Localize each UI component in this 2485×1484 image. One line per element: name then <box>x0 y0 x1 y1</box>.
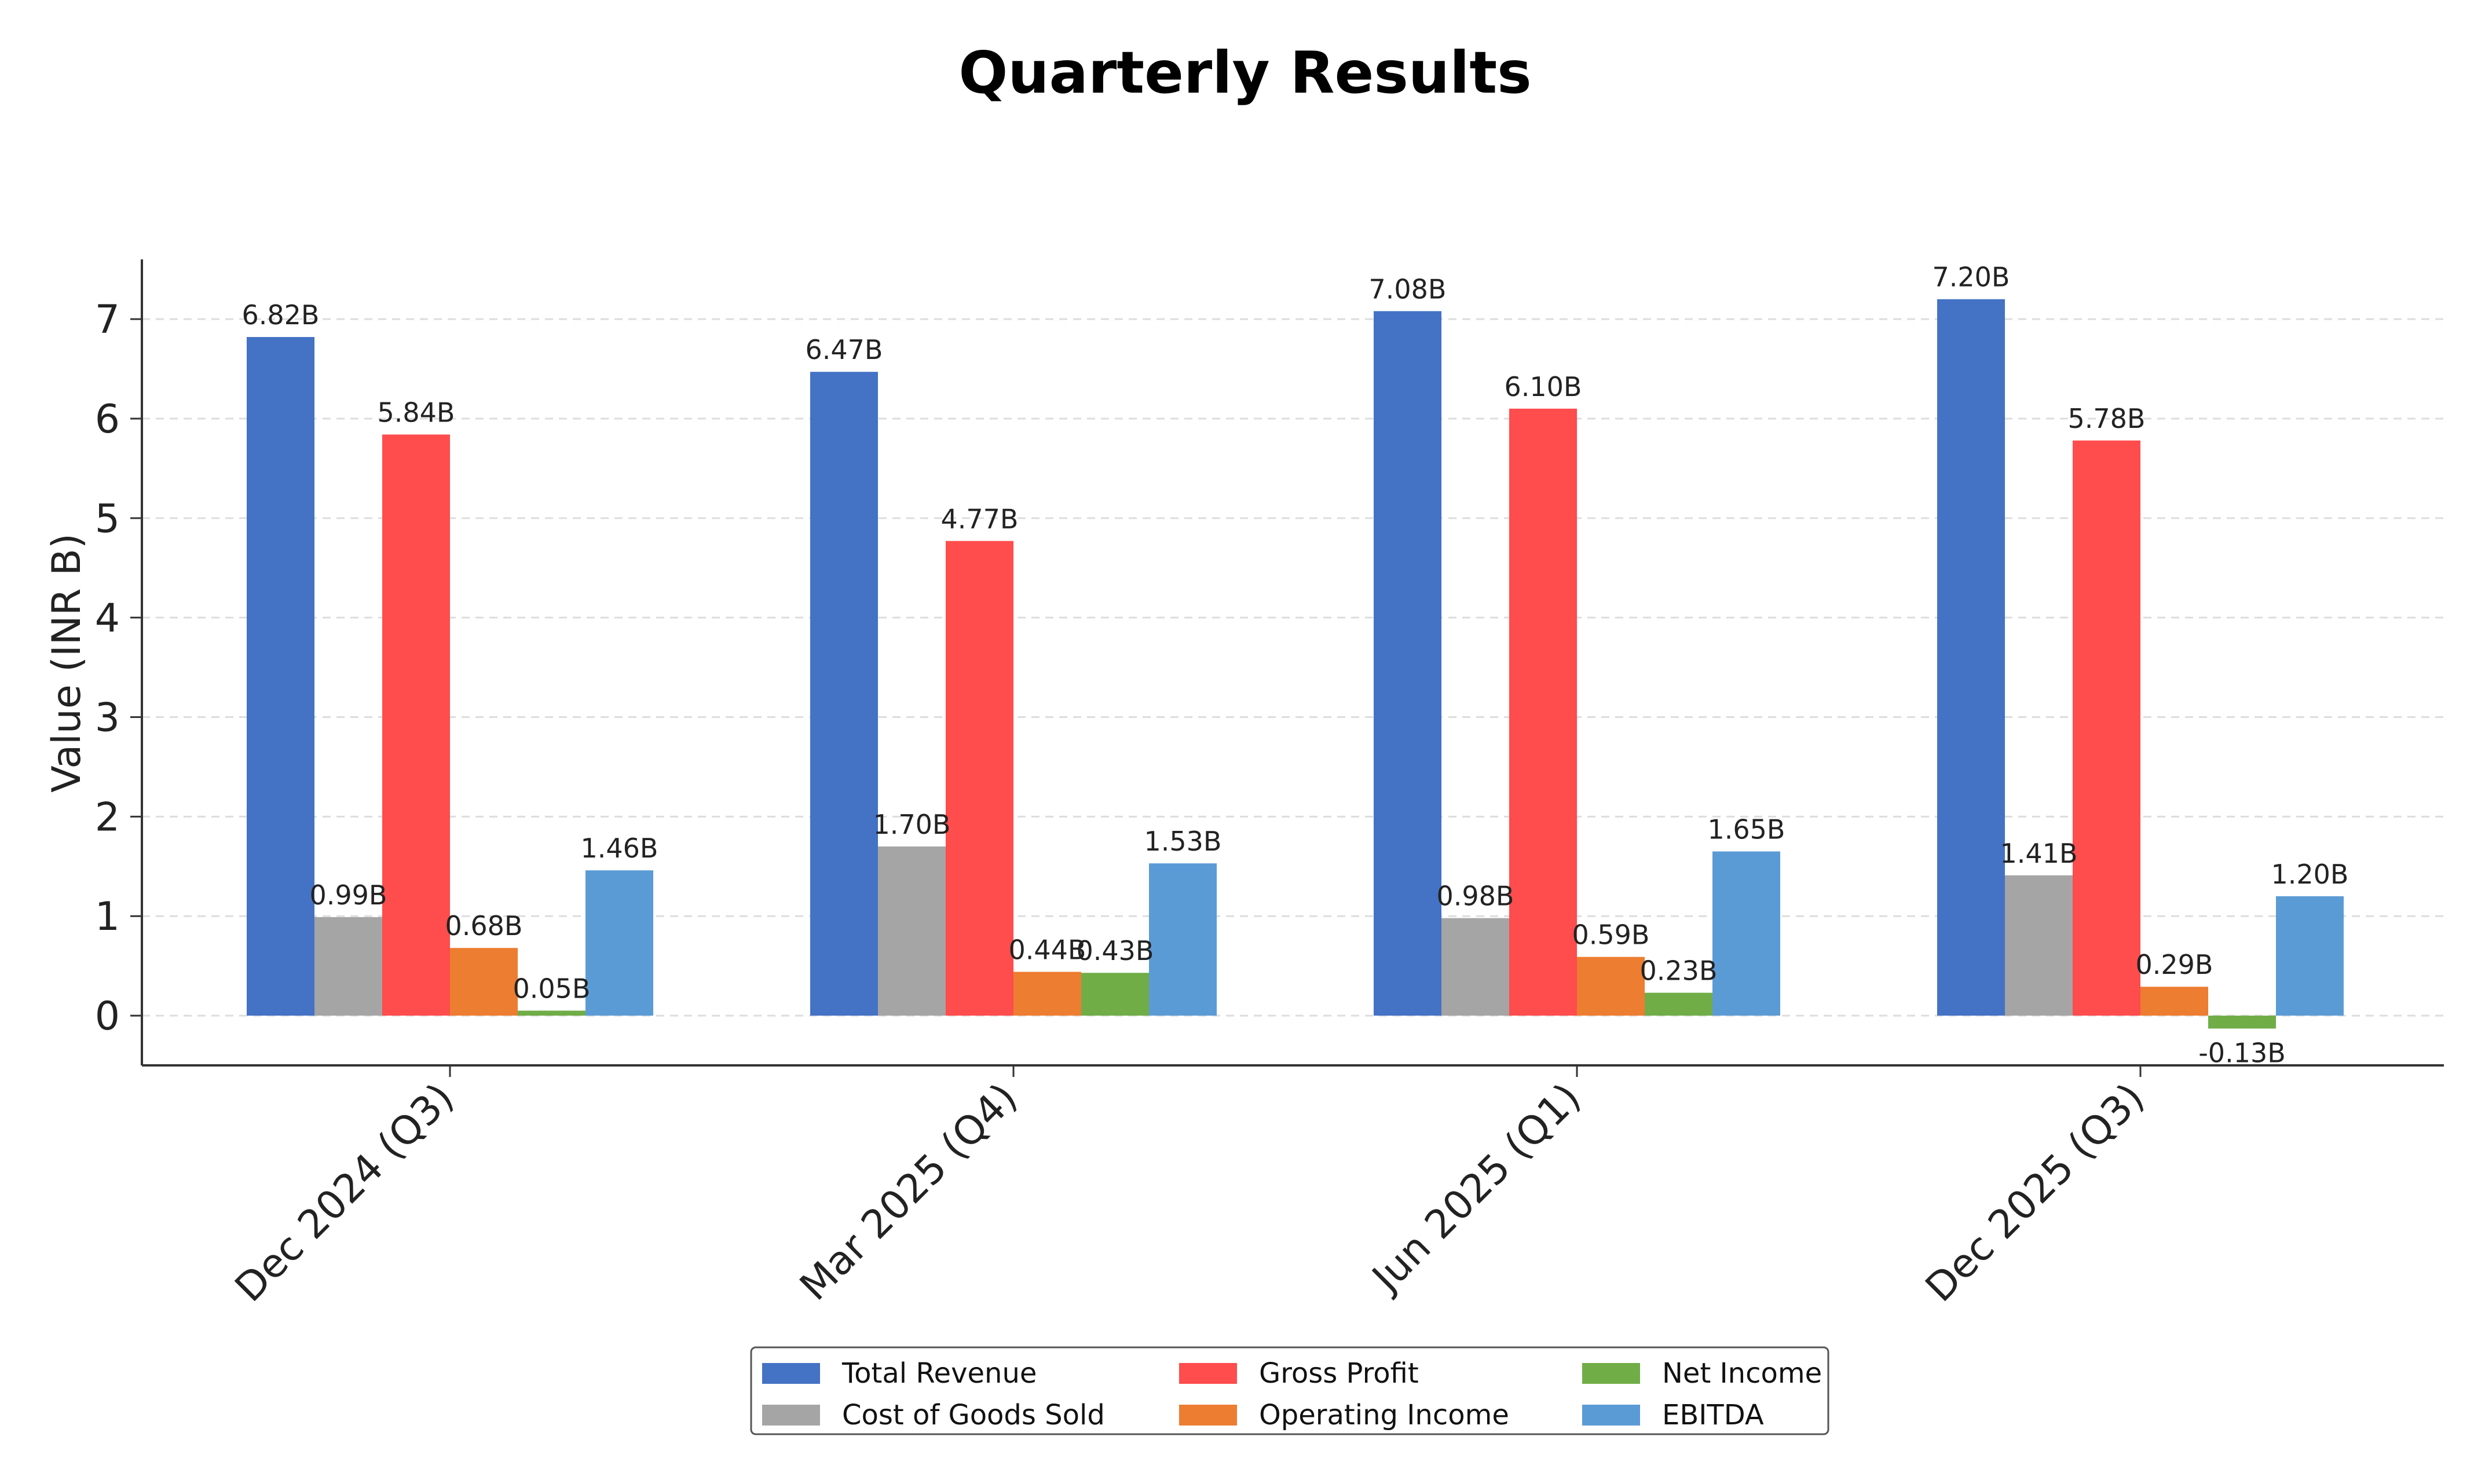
y-tick-label-0: 0 <box>95 994 120 1039</box>
data-label-operating-income-dec-2025-q3: 0.29B <box>2136 949 2213 980</box>
bar-gross-profit-jun-2025-q1 <box>1509 408 1577 1016</box>
legend-swatch-operating-income <box>1179 1405 1237 1426</box>
data-label-gross-profit-mar-2025-q4: 4.77B <box>941 503 1019 534</box>
legend-label-operating-income: Operating Income <box>1259 1399 1509 1431</box>
legend-swatch-total-revenue <box>762 1363 820 1384</box>
bar-gross-profit-dec-2025-q3 <box>2073 440 2140 1016</box>
legend-label-total-revenue: Total Revenue <box>841 1357 1037 1390</box>
legend-label-cost-of-goods-sold: Cost of Goods Sold <box>842 1399 1105 1431</box>
bar-net-income-mar-2025-q4 <box>1081 973 1149 1016</box>
chart-title: Quarterly Results <box>958 39 1531 107</box>
data-label-total-revenue-mar-2025-q4: 6.47B <box>806 334 883 365</box>
bar-cost-of-goods-sold-dec-2025-q3 <box>2005 875 2073 1016</box>
bar-total-revenue-dec-2024-q3 <box>247 337 314 1016</box>
x-tick-label-jun-2025-q1: Jun 2025 (Q1) <box>1362 1075 1590 1302</box>
bar-net-income-jun-2025-q1 <box>1645 992 1712 1016</box>
y-tick-label-4: 4 <box>95 596 120 642</box>
bar-cost-of-goods-sold-jun-2025-q1 <box>1441 918 1509 1016</box>
y-axis-label: Value (INR B) <box>44 533 90 793</box>
bar-operating-income-mar-2025-q4 <box>1013 972 1081 1016</box>
x-tick-label-dec-2024-q3: Dec 2024 (Q3) <box>226 1075 463 1311</box>
bar-ebitda-dec-2024-q3 <box>585 870 653 1016</box>
bar-net-income-dec-2025-q3 <box>2208 1016 2276 1029</box>
data-label-net-income-mar-2025-q4: 0.43B <box>1077 935 1154 966</box>
bar-gross-profit-mar-2025-q4 <box>946 541 1013 1016</box>
bar-gross-profit-dec-2024-q3 <box>382 434 450 1016</box>
data-label-ebitda-jun-2025-q1: 1.65B <box>1708 814 1785 845</box>
bar-ebitda-dec-2025-q3 <box>2276 896 2344 1016</box>
data-label-cost-of-goods-sold-dec-2024-q3: 0.99B <box>310 880 387 911</box>
data-label-operating-income-jun-2025-q1: 0.59B <box>1572 919 1650 951</box>
data-labels: 6.82B 0.99B 5.84B 0.68B 0.05B 1.46B 6.47B 1.70B… <box>242 262 2349 1069</box>
data-label-net-income-dec-2024-q3: 0.05B <box>513 973 591 1004</box>
y-tick-label-3: 3 <box>95 695 120 741</box>
data-label-net-income-jun-2025-q1: 0.23B <box>1640 955 1718 987</box>
data-label-ebitda-dec-2025-q3: 1.20B <box>2271 859 2349 890</box>
data-label-cost-of-goods-sold-mar-2025-q4: 1.70B <box>873 809 951 840</box>
legend-swatch-ebitda <box>1582 1405 1640 1426</box>
legend-label-gross-profit: Gross Profit <box>1259 1357 1419 1390</box>
legend-swatch-net-income <box>1582 1363 1640 1384</box>
legend: Total Revenue Cost of Goods Sold Gross Pro… <box>750 1346 1829 1435</box>
data-label-gross-profit-dec-2025-q3: 5.78B <box>2068 403 2146 434</box>
bar-total-revenue-jun-2025-q1 <box>1374 311 1441 1016</box>
bar-ebitda-jun-2025-q1 <box>1712 851 1780 1016</box>
x-tick-label-dec-2025-q3: Dec 2025 (Q3) <box>1917 1075 2153 1311</box>
legend-label-ebitda: EBITDA <box>1662 1399 1764 1431</box>
bars <box>247 299 2344 1029</box>
y-tick-label-5: 5 <box>95 496 120 542</box>
bar-operating-income-dec-2025-q3 <box>2140 987 2208 1016</box>
bar-total-revenue-dec-2025-q3 <box>1937 299 2005 1016</box>
data-label-ebitda-dec-2024-q3: 1.46B <box>581 833 658 864</box>
data-label-total-revenue-dec-2025-q3: 7.20B <box>1933 262 2010 293</box>
legend-box <box>750 1346 1829 1435</box>
bar-cost-of-goods-sold-dec-2024-q3 <box>314 917 382 1016</box>
bar-total-revenue-mar-2025-q4 <box>810 372 878 1016</box>
y-tick-label-6: 6 <box>95 397 120 442</box>
legend-label-net-income: Net Income <box>1662 1357 1822 1390</box>
data-label-gross-profit-jun-2025-q1: 6.10B <box>1505 371 1582 402</box>
bar-ebitda-mar-2025-q4 <box>1149 863 1217 1016</box>
legend-swatch-cost-of-goods-sold <box>762 1405 820 1426</box>
bar-operating-income-dec-2024-q3 <box>450 948 518 1016</box>
x-tick-label-mar-2025-q4: Mar 2025 (Q4) <box>792 1075 1026 1309</box>
legend-swatch-gross-profit <box>1179 1363 1237 1384</box>
data-label-operating-income-dec-2024-q3: 0.68B <box>445 910 523 941</box>
data-label-cost-of-goods-sold-jun-2025-q1: 0.98B <box>1437 881 1514 912</box>
data-label-gross-profit-dec-2024-q3: 5.84B <box>378 397 455 428</box>
bar-net-income-dec-2024-q3 <box>518 1010 585 1016</box>
y-tick-label-2: 2 <box>95 794 120 840</box>
bar-cost-of-goods-sold-mar-2025-q4 <box>878 846 946 1016</box>
data-label-ebitda-mar-2025-q4: 1.53B <box>1144 826 1222 857</box>
data-label-operating-income-mar-2025-q4: 0.44B <box>1009 934 1086 965</box>
data-label-total-revenue-jun-2025-q1: 7.08B <box>1369 273 1447 305</box>
bar-operating-income-jun-2025-q1 <box>1577 957 1645 1016</box>
data-label-net-income-dec-2025-q3: -0.13B <box>2198 1037 2286 1068</box>
data-label-cost-of-goods-sold-dec-2025-q3: 1.41B <box>2000 838 2078 869</box>
y-tick-label-1: 1 <box>95 894 120 940</box>
y-tick-label-7: 7 <box>95 297 120 343</box>
data-label-total-revenue-dec-2024-q3: 6.82B <box>242 299 320 331</box>
